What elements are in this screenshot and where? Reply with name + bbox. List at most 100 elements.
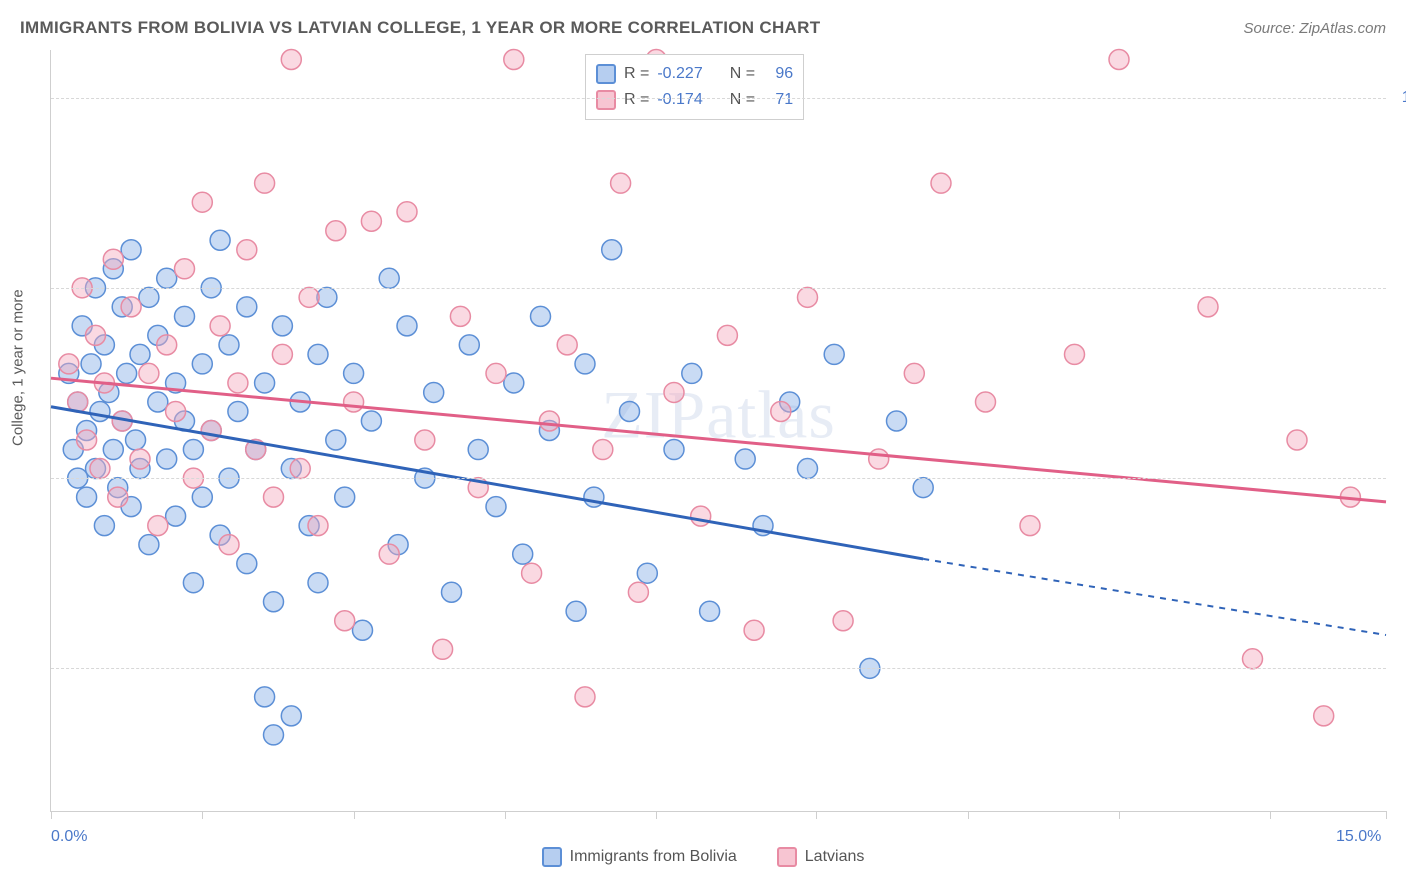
scatter-point — [103, 249, 123, 269]
scatter-point — [121, 240, 141, 260]
y-tick-label: 60.0% — [1396, 469, 1406, 487]
scatter-point — [81, 354, 101, 374]
scatter-point — [397, 316, 417, 336]
scatter-point — [504, 373, 524, 393]
scatter-point — [130, 449, 150, 469]
chart-title: IMMIGRANTS FROM BOLIVIA VS LATVIAN COLLE… — [20, 18, 820, 38]
legend-item: Latvians — [777, 847, 865, 867]
scatter-point — [157, 449, 177, 469]
bottom-legend: Immigrants from BoliviaLatvians — [0, 847, 1406, 867]
scatter-point — [344, 392, 364, 412]
scatter-point — [1314, 706, 1334, 726]
legend-label: Latvians — [805, 848, 865, 866]
stat-r-value: -0.174 — [657, 91, 717, 109]
scatter-point — [175, 306, 195, 326]
x-tick — [505, 811, 506, 819]
scatter-point — [593, 440, 613, 460]
scatter-point — [317, 287, 337, 307]
scatter-point — [308, 344, 328, 364]
scatter-point — [290, 459, 310, 479]
scatter-point — [117, 363, 137, 383]
scatter-point — [126, 430, 146, 450]
scatter-point — [887, 411, 907, 431]
scatter-point — [353, 620, 373, 640]
trend-line — [51, 407, 923, 559]
stat-r-label: R = — [624, 91, 649, 109]
scatter-point — [210, 230, 230, 250]
scatter-point — [121, 297, 141, 317]
scatter-point — [628, 582, 648, 602]
legend-swatch — [596, 64, 616, 84]
x-axis-label: 15.0% — [1336, 828, 1381, 846]
scatter-point — [264, 725, 284, 745]
scatter-point — [77, 430, 97, 450]
scatter-point — [869, 449, 889, 469]
x-axis-label: 0.0% — [51, 828, 87, 846]
scatter-point — [139, 287, 159, 307]
scatter-point — [264, 592, 284, 612]
scatter-point — [237, 297, 257, 317]
scatter-plot-svg — [51, 50, 1386, 811]
scatter-point — [1243, 649, 1263, 669]
scatter-point — [210, 316, 230, 336]
scatter-point — [272, 344, 292, 364]
stat-n-value: 71 — [763, 91, 793, 109]
scatter-point — [361, 211, 381, 231]
scatter-point — [424, 382, 444, 402]
scatter-point — [486, 497, 506, 517]
scatter-point — [566, 601, 586, 621]
stat-r-value: -0.227 — [657, 65, 717, 83]
scatter-point — [219, 335, 239, 355]
scatter-point — [255, 687, 275, 707]
scatter-point — [139, 535, 159, 555]
source-attribution: Source: ZipAtlas.com — [1243, 20, 1386, 37]
scatter-point — [77, 487, 97, 507]
scatter-point — [602, 240, 622, 260]
scatter-point — [335, 611, 355, 631]
scatter-point — [522, 563, 542, 583]
scatter-point — [148, 516, 168, 536]
x-tick — [202, 811, 203, 819]
scatter-point — [976, 392, 996, 412]
legend-swatch — [777, 847, 797, 867]
scatter-point — [664, 440, 684, 460]
stat-n-label: N = — [725, 91, 755, 109]
scatter-point — [237, 240, 257, 260]
scatter-point — [415, 430, 435, 450]
scatter-point — [264, 487, 284, 507]
legend-swatch — [596, 90, 616, 110]
legend-swatch — [542, 847, 562, 867]
scatter-point — [379, 268, 399, 288]
scatter-point — [175, 259, 195, 279]
scatter-point — [1065, 344, 1085, 364]
scatter-point — [139, 363, 159, 383]
scatter-point — [620, 401, 640, 421]
scatter-point — [299, 287, 319, 307]
scatter-point — [1287, 430, 1307, 450]
scatter-point — [904, 363, 924, 383]
x-tick — [816, 811, 817, 819]
scatter-point — [281, 50, 301, 70]
scatter-point — [183, 573, 203, 593]
y-tick-label: 40.0% — [1396, 659, 1406, 677]
scatter-point — [735, 449, 755, 469]
scatter-point — [86, 325, 106, 345]
scatter-point — [90, 459, 110, 479]
scatter-point — [148, 392, 168, 412]
scatter-point — [504, 50, 524, 70]
y-tick-label: 100.0% — [1396, 89, 1406, 107]
scatter-point — [717, 325, 737, 345]
scatter-point — [255, 173, 275, 193]
x-tick — [1119, 811, 1120, 819]
scatter-point — [255, 373, 275, 393]
scatter-point — [450, 306, 470, 326]
scatter-point — [326, 430, 346, 450]
scatter-point — [379, 544, 399, 564]
scatter-point — [344, 363, 364, 383]
scatter-point — [913, 478, 933, 498]
scatter-point — [744, 620, 764, 640]
scatter-point — [557, 335, 577, 355]
scatter-point — [192, 354, 212, 374]
scatter-point — [166, 401, 186, 421]
scatter-point — [183, 440, 203, 460]
